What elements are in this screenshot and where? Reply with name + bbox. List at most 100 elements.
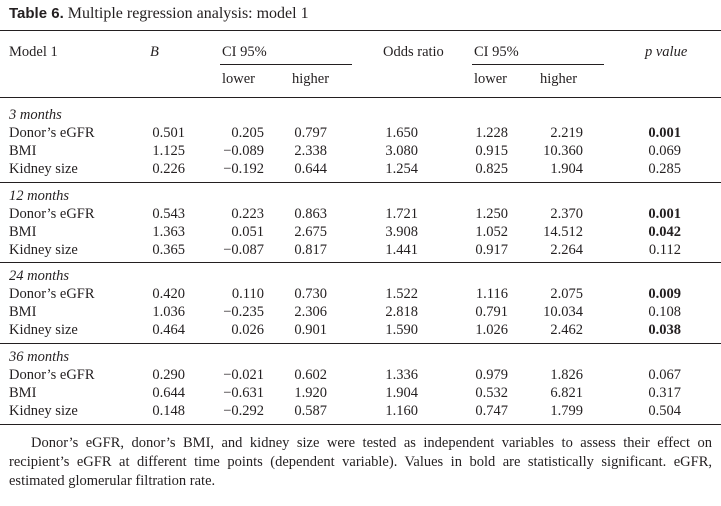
cell-or: 3.080 bbox=[385, 143, 418, 159]
cell-lo1: 0.051 bbox=[231, 224, 264, 240]
cell-lo1: −0.631 bbox=[223, 385, 264, 401]
ci-1-subrule bbox=[220, 64, 352, 65]
cell-hi2: 1.799 bbox=[550, 403, 583, 419]
cell-lo2: 0.825 bbox=[475, 161, 508, 177]
cell-b: 0.290 bbox=[152, 367, 185, 383]
cell-hi2: 1.904 bbox=[550, 161, 583, 177]
row-label: Kidney size bbox=[9, 242, 78, 258]
cell-hi1: 0.730 bbox=[294, 286, 327, 302]
cell-hi1: 1.920 bbox=[294, 385, 327, 401]
cell-hi1: 0.797 bbox=[294, 125, 327, 141]
header-lower-2: lower bbox=[474, 71, 508, 87]
cell-b: 1.036 bbox=[152, 304, 185, 320]
group-separator bbox=[0, 262, 721, 263]
cell-lo2: 1.228 bbox=[475, 125, 508, 141]
cell-lo1: −0.192 bbox=[223, 161, 264, 177]
cell-lo1: −0.235 bbox=[223, 304, 264, 320]
cell-hi1: 0.901 bbox=[294, 322, 327, 338]
cell-hi2: 10.034 bbox=[543, 304, 583, 320]
cell-b: 0.464 bbox=[152, 322, 185, 338]
row-label: BMI bbox=[9, 304, 37, 320]
cell-lo1: −0.087 bbox=[223, 242, 264, 258]
cell-lo2: 0.917 bbox=[475, 242, 508, 258]
group-title: 3 months bbox=[9, 107, 62, 123]
cell-lo2: 0.747 bbox=[475, 403, 508, 419]
cell-b: 0.543 bbox=[152, 206, 185, 222]
cell-hi2: 2.370 bbox=[550, 206, 583, 222]
top-rule bbox=[0, 30, 721, 31]
cell-hi2: 2.264 bbox=[550, 242, 583, 258]
cell-or: 1.650 bbox=[385, 125, 418, 141]
cell-or: 1.254 bbox=[385, 161, 418, 177]
group-title: 24 months bbox=[9, 268, 70, 284]
group-title: 12 months bbox=[9, 188, 70, 204]
row-label: BMI bbox=[9, 224, 37, 240]
row-label: Kidney size bbox=[9, 403, 78, 419]
row-label: Donor’s eGFR bbox=[9, 367, 95, 383]
cell-or: 1.336 bbox=[385, 367, 418, 383]
header-p-value: p value bbox=[645, 44, 688, 60]
cell-p: 0.001 bbox=[648, 206, 681, 222]
cell-hi1: 2.306 bbox=[294, 304, 327, 320]
cell-lo2: 1.250 bbox=[475, 206, 508, 222]
cell-or: 3.908 bbox=[385, 224, 418, 240]
cell-or: 1.160 bbox=[385, 403, 418, 419]
cell-hi1: 0.863 bbox=[294, 206, 327, 222]
header-higher-1: higher bbox=[292, 71, 330, 87]
table-caption-label: Table 6. bbox=[9, 5, 64, 22]
table-caption: Table 6. Multiple regression analysis: m… bbox=[9, 4, 309, 24]
cell-hi1: 0.644 bbox=[294, 161, 327, 177]
cell-lo2: 0.791 bbox=[475, 304, 508, 320]
cell-hi2: 14.512 bbox=[543, 224, 583, 240]
cell-p: 0.112 bbox=[648, 242, 681, 258]
cell-lo1: 0.110 bbox=[231, 286, 264, 302]
cell-or: 1.721 bbox=[385, 206, 418, 222]
header-odds-ratio: Odds ratio bbox=[383, 44, 444, 60]
row-label: Donor’s eGFR bbox=[9, 125, 95, 141]
cell-hi2: 6.821 bbox=[550, 385, 583, 401]
cell-hi2: 2.462 bbox=[550, 322, 583, 338]
cell-b: 0.148 bbox=[152, 403, 185, 419]
ci-2-subrule bbox=[472, 64, 604, 65]
table-caption-text: Multiple regression analysis: model 1 bbox=[63, 5, 309, 22]
bottom-rule bbox=[0, 424, 721, 425]
cell-or: 1.441 bbox=[385, 242, 418, 258]
cell-hi2: 2.219 bbox=[550, 125, 583, 141]
cell-lo2: 1.116 bbox=[475, 286, 508, 302]
group-separator bbox=[0, 182, 721, 183]
cell-b: 1.363 bbox=[152, 224, 185, 240]
group-title: 36 months bbox=[9, 349, 70, 365]
cell-p: 0.042 bbox=[648, 224, 681, 240]
cell-or: 2.818 bbox=[385, 304, 418, 320]
cell-hi2: 2.075 bbox=[550, 286, 583, 302]
cell-hi1: 0.587 bbox=[294, 403, 327, 419]
header-rule bbox=[0, 97, 721, 98]
header-lower-1: lower bbox=[222, 71, 256, 87]
row-label: BMI bbox=[9, 385, 37, 401]
header-higher-2: higher bbox=[540, 71, 578, 87]
cell-hi2: 10.360 bbox=[543, 143, 583, 159]
cell-hi1: 0.817 bbox=[294, 242, 327, 258]
cell-b: 0.644 bbox=[152, 385, 185, 401]
cell-b: 0.365 bbox=[152, 242, 185, 258]
cell-p: 0.504 bbox=[648, 403, 681, 419]
row-label: Donor’s eGFR bbox=[9, 286, 95, 302]
cell-lo2: 0.915 bbox=[475, 143, 508, 159]
cell-or: 1.590 bbox=[385, 322, 418, 338]
cell-b: 0.226 bbox=[152, 161, 185, 177]
cell-or: 1.904 bbox=[385, 385, 418, 401]
row-label: BMI bbox=[9, 143, 37, 159]
cell-lo1: 0.205 bbox=[231, 125, 264, 141]
cell-b: 1.125 bbox=[152, 143, 185, 159]
cell-lo2: 0.979 bbox=[475, 367, 508, 383]
row-label: Kidney size bbox=[9, 322, 78, 338]
table-footnote: Donor’s eGFR, donor’s BMI, and kidney si… bbox=[9, 435, 712, 489]
cell-or: 1.522 bbox=[385, 286, 418, 302]
cell-p: 0.108 bbox=[648, 304, 681, 320]
cell-lo1: −0.089 bbox=[223, 143, 264, 159]
cell-hi1: 2.338 bbox=[294, 143, 327, 159]
header-model: Model 1 bbox=[9, 44, 58, 60]
cell-lo1: 0.223 bbox=[231, 206, 264, 222]
cell-lo2: 1.052 bbox=[475, 224, 508, 240]
cell-hi1: 2.675 bbox=[294, 224, 327, 240]
